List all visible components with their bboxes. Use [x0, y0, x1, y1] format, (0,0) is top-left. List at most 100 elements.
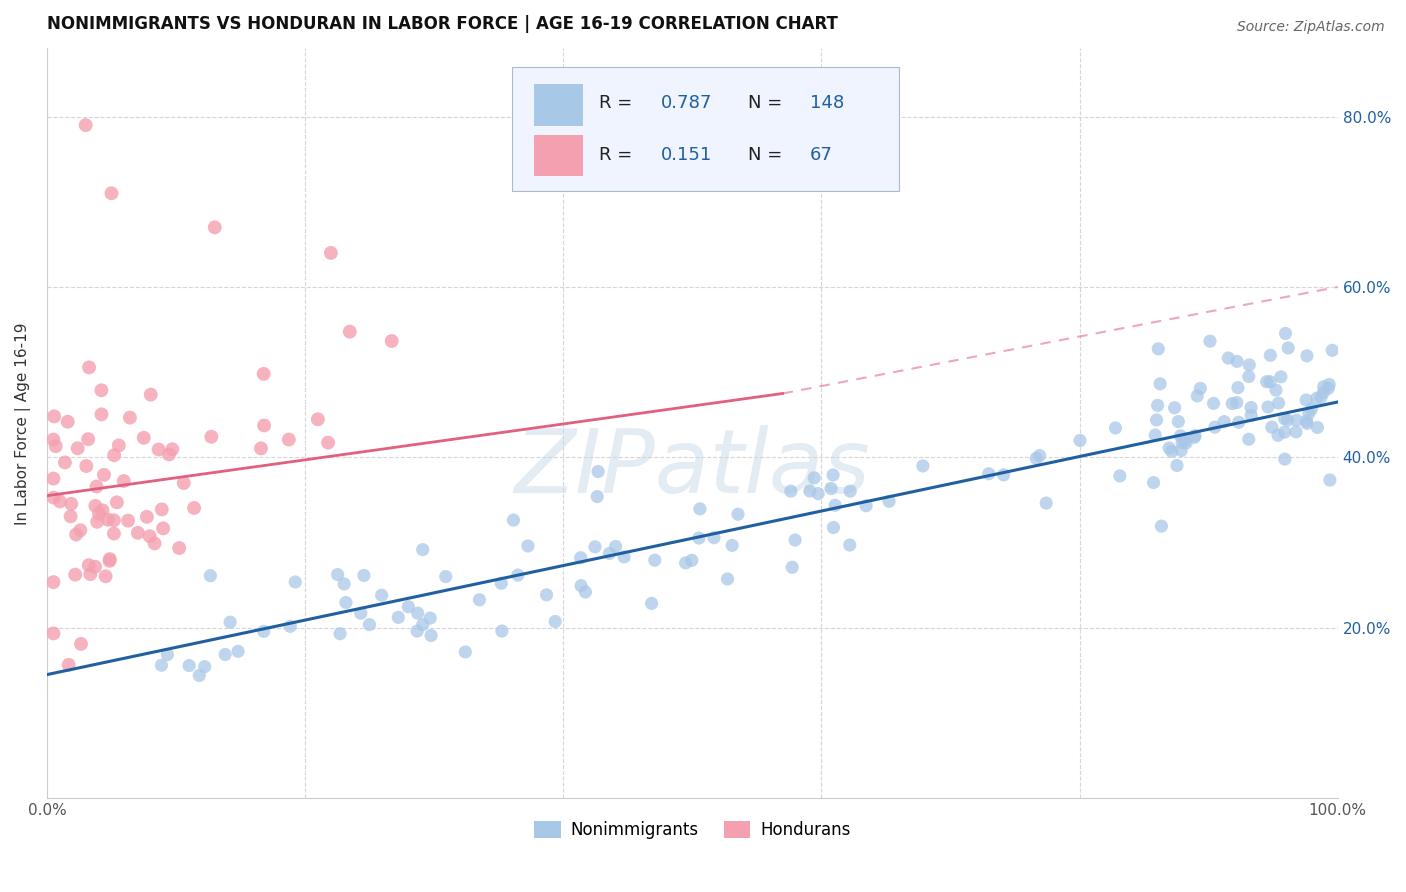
Point: [335, 595, 357, 609]
Point: [91, 503, 114, 517]
Point: [127, 525, 149, 540]
Point: [1187, 389, 1209, 403]
Point: [45, 439, 67, 453]
Point: [49, 494, 72, 508]
Point: [586, 465, 609, 479]
Point: [574, 585, 596, 599]
Point: [1322, 343, 1344, 358]
Point: [1199, 334, 1222, 348]
Point: [381, 334, 404, 348]
Point: [156, 648, 179, 662]
Point: [412, 542, 434, 557]
Point: [703, 531, 725, 545]
Point: [350, 606, 373, 620]
Point: [359, 617, 381, 632]
Point: [94, 569, 117, 583]
Point: [1257, 400, 1279, 414]
Point: [1237, 369, 1260, 384]
Point: [1218, 351, 1240, 365]
Point: [58, 657, 80, 672]
Point: [1240, 401, 1263, 415]
Text: R =: R =: [599, 95, 638, 112]
Point: [1296, 417, 1319, 431]
Point: [42, 491, 65, 505]
Text: 67: 67: [810, 146, 832, 164]
Point: [86, 515, 108, 529]
Point: [84, 499, 107, 513]
Point: [1239, 358, 1261, 372]
Point: [727, 507, 749, 521]
Point: [1270, 369, 1292, 384]
Point: [820, 482, 842, 496]
Point: [253, 367, 276, 381]
Point: [807, 486, 830, 500]
Point: [79, 567, 101, 582]
Point: [1301, 402, 1323, 417]
Point: [1295, 392, 1317, 407]
Point: [42, 472, 65, 486]
Point: [1171, 435, 1194, 450]
Point: [506, 568, 529, 582]
Point: [150, 502, 173, 516]
Point: [1175, 435, 1198, 450]
Point: [1150, 519, 1173, 533]
Text: N =: N =: [748, 95, 787, 112]
Point: [1170, 429, 1192, 443]
Point: [370, 588, 392, 602]
Y-axis label: In Labor Force | Age 16-19: In Labor Force | Age 16-19: [15, 322, 31, 524]
Point: [1146, 398, 1168, 412]
Point: [1310, 390, 1333, 404]
Point: [406, 606, 429, 620]
Point: [536, 588, 558, 602]
Point: [785, 533, 807, 547]
Text: ZIPatlas: ZIPatlas: [515, 425, 870, 511]
Point: [502, 513, 524, 527]
Point: [103, 526, 125, 541]
Point: [838, 538, 860, 552]
Point: [419, 611, 441, 625]
Point: [150, 658, 173, 673]
Point: [84, 559, 107, 574]
Text: Source: ZipAtlas.com: Source: ZipAtlas.com: [1237, 20, 1385, 34]
Point: [1174, 434, 1197, 448]
Point: [1226, 354, 1249, 368]
Point: [44, 409, 66, 424]
Point: [1258, 375, 1281, 389]
Point: [675, 556, 697, 570]
Point: [1256, 375, 1278, 389]
Point: [1317, 381, 1340, 395]
Point: [204, 220, 226, 235]
Point: [194, 659, 217, 673]
Point: [214, 648, 236, 662]
Point: [1312, 385, 1334, 400]
Point: [1104, 421, 1126, 435]
Point: [993, 467, 1015, 482]
Point: [1160, 444, 1182, 458]
Point: [583, 540, 606, 554]
Point: [103, 448, 125, 462]
Point: [167, 541, 190, 555]
Point: [1028, 449, 1050, 463]
Point: [1295, 414, 1317, 428]
Point: [278, 619, 301, 633]
Point: [200, 430, 222, 444]
Point: [977, 467, 1000, 481]
Point: [117, 514, 139, 528]
Point: [605, 540, 627, 554]
Point: [1226, 395, 1249, 409]
Point: [468, 592, 491, 607]
Point: [253, 418, 276, 433]
Point: [90, 408, 112, 422]
Point: [75, 458, 97, 473]
Point: [66, 442, 89, 456]
Point: [139, 387, 162, 401]
Point: [353, 568, 375, 582]
Point: [1213, 415, 1236, 429]
Point: [98, 554, 121, 568]
Point: [118, 410, 141, 425]
Point: [1240, 409, 1263, 423]
Point: [716, 572, 738, 586]
Point: [162, 442, 184, 457]
Point: [406, 624, 429, 638]
Point: [1277, 413, 1299, 427]
